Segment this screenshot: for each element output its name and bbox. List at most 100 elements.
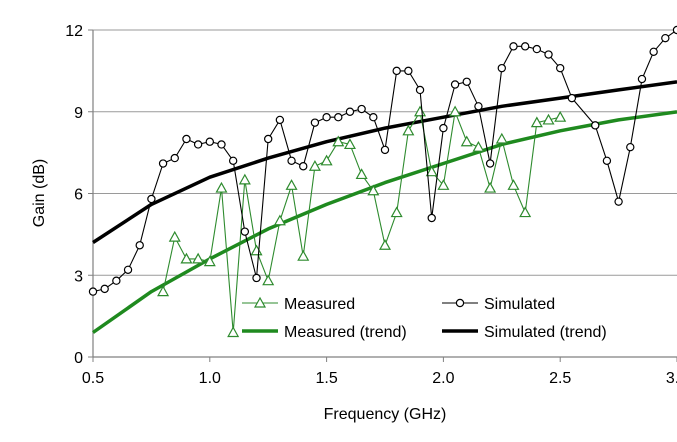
series-simulated-trend	[92, 80, 677, 244]
data-point-simulated	[228, 156, 238, 165]
data-point-measured	[507, 179, 520, 190]
data-point-simulated	[100, 284, 109, 294]
data-point-simulated	[556, 63, 565, 73]
data-point-simulated	[205, 137, 214, 146]
data-point-simulated	[357, 104, 366, 114]
data-point-simulated	[450, 80, 460, 89]
data-point-simulated	[310, 118, 320, 127]
data-point-measured	[355, 168, 368, 180]
data-point-measured	[192, 252, 205, 264]
x-axis-title: Frequency (GHz)	[324, 406, 447, 423]
data-point-simulated	[287, 156, 296, 165]
data-point-measured	[168, 230, 181, 242]
data-point-simulated	[345, 107, 355, 116]
data-point-measured	[285, 179, 298, 190]
data-point-simulated	[591, 121, 600, 130]
data-point-measured	[250, 244, 263, 256]
x-tick-label: 2.0	[432, 370, 454, 387]
data-point-measured	[519, 206, 532, 218]
data-point-measured	[437, 179, 450, 190]
data-point-simulated	[520, 42, 530, 51]
legend-label-simulated-trend: Simulated (trend)	[484, 324, 607, 341]
data-point-measured	[297, 249, 310, 261]
data-point-measured	[215, 181, 228, 193]
series-line-measured-trend	[91, 110, 677, 334]
legend-label-simulated: Simulated	[484, 296, 555, 313]
data-point-simulated	[217, 140, 226, 149]
data-point-measured	[238, 173, 251, 185]
series-line-simulated-trend	[92, 80, 677, 244]
data-point-measured	[332, 135, 345, 147]
legend-marker-measured	[253, 296, 267, 308]
data-point-simulated	[275, 115, 285, 125]
data-point-simulated	[661, 33, 670, 43]
series-layer	[88, 25, 677, 338]
data-point-simulated	[626, 142, 635, 152]
data-point-simulated	[637, 74, 647, 84]
data-point-simulated	[672, 25, 677, 35]
data-point-simulated	[485, 159, 495, 168]
data-point-simulated	[147, 194, 156, 204]
data-point-simulated	[88, 287, 98, 296]
x-tick-label: 0.5	[82, 370, 104, 387]
data-point-simulated	[299, 162, 308, 171]
data-point-simulated	[462, 77, 471, 86]
data-point-simulated	[497, 63, 506, 73]
data-point-measured	[542, 113, 555, 125]
y-tick-label: 0	[74, 350, 83, 367]
series-simulated	[88, 25, 677, 296]
series-measured	[157, 105, 567, 338]
data-point-simulated	[193, 140, 203, 149]
x-tick-label: 1.0	[199, 370, 221, 387]
data-point-simulated	[240, 227, 250, 236]
data-point-measured	[367, 184, 380, 196]
data-point-simulated	[112, 276, 121, 285]
data-point-measured	[484, 181, 497, 193]
y-tick-label: 12	[65, 23, 83, 40]
data-point-measured	[343, 138, 356, 150]
data-point-simulated	[264, 134, 273, 144]
data-point-simulated	[415, 85, 425, 95]
data-point-simulated	[392, 66, 401, 76]
series-line-simulated	[92, 29, 677, 293]
legend-item-simulated-trend: Simulated (trend)	[442, 324, 607, 341]
data-point-simulated	[158, 159, 168, 168]
data-point-measured	[180, 252, 193, 264]
data-point-simulated	[404, 66, 413, 76]
data-point-measured	[530, 116, 543, 128]
data-point-measured	[320, 154, 333, 166]
data-point-measured	[472, 140, 485, 152]
data-point-simulated	[427, 213, 436, 223]
legend-item-measured-trend: Measured (trend)	[242, 324, 407, 341]
data-point-simulated	[439, 123, 448, 133]
legend-item-simulated: Simulated	[442, 296, 555, 313]
data-point-measured	[390, 206, 403, 218]
data-point-simulated	[369, 112, 378, 122]
legend-marker-simulated	[455, 298, 465, 308]
data-point-measured	[227, 326, 240, 338]
data-point-measured	[273, 214, 286, 226]
data-point-measured	[402, 124, 415, 136]
x-tick-label: 2.5	[549, 370, 571, 387]
data-point-simulated	[334, 112, 343, 122]
data-point-simulated	[322, 112, 331, 122]
data-point-simulated	[602, 156, 612, 165]
axis-ticks: 0 3 6 9 12 0.5 1.0 1.5 2.0 2.5 3.0	[65, 23, 677, 387]
data-point-simulated	[567, 93, 577, 103]
data-point-simulated	[380, 145, 390, 155]
data-point-measured	[308, 160, 321, 171]
data-point-simulated	[614, 197, 623, 206]
data-point-simulated	[532, 44, 542, 54]
data-point-measured	[554, 110, 567, 122]
y-tick-label: 9	[74, 105, 83, 122]
data-point-measured	[262, 274, 275, 286]
legend-label-measured-trend: Measured (trend)	[284, 324, 407, 341]
gridlines	[93, 29, 677, 276]
data-point-simulated	[123, 265, 133, 274]
data-point-measured	[157, 285, 170, 297]
data-point-measured	[203, 255, 216, 267]
y-tick-label: 3	[74, 268, 83, 285]
legend-label-measured: Measured	[284, 296, 355, 313]
data-point-measured	[378, 239, 392, 250]
